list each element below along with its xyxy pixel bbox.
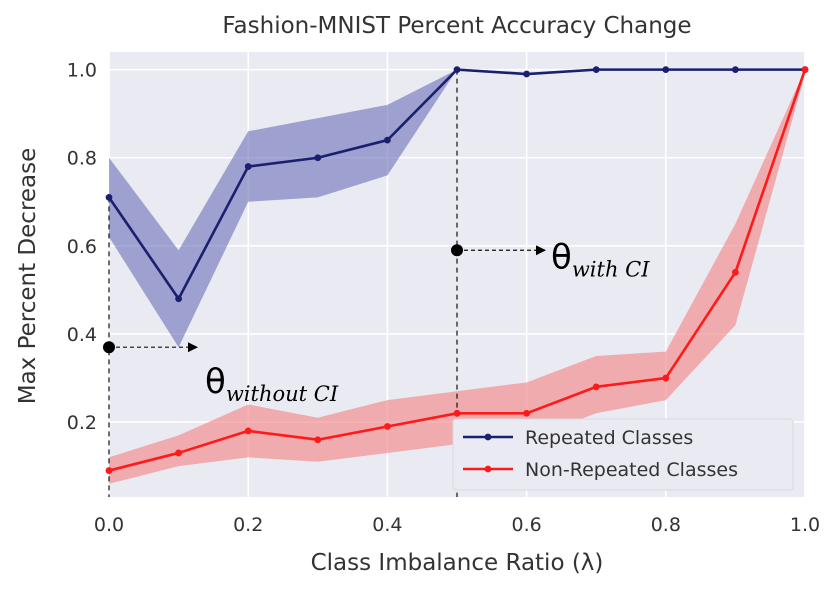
x-tick-label: 0.0 [94,514,124,536]
x-tick-label: 1.0 [790,514,820,536]
data-point [175,295,183,303]
y-axis-label: Max Percent Decrease [15,148,41,405]
data-point [453,66,461,74]
legend-box [452,418,794,491]
annotation-theta-with-ci: θwith CI [551,237,650,281]
y-tick-label: 0.8 [67,148,97,170]
data-point [244,427,252,435]
data-point [732,268,739,276]
x-tick-label: 0.6 [511,514,541,536]
x-axis-label: Class Imbalance Ratio (λ) [311,550,604,576]
data-point [105,467,113,474]
data-point [523,70,530,78]
data-point [453,409,461,417]
ci-band-non-repeated [109,69,805,484]
legend: Repeated Classes Non-Repeated Classes [452,418,794,491]
threshold-marker [103,341,115,354]
threshold-marker [451,244,463,257]
data-point [314,154,322,162]
data-point [662,66,670,74]
legend-label-repeated: Repeated Classes [525,427,693,449]
data-point [662,374,670,382]
y-tick-label: 0.4 [67,324,97,346]
data-point [314,436,322,444]
data-point [523,409,530,417]
y-tick-label: 0.6 [67,236,97,258]
data-point [175,449,183,457]
legend-marker [484,433,492,441]
ci-band-repeated [109,69,805,348]
data-point [732,66,739,74]
legend-label-non-repeated: Non-Repeated Classes [525,459,738,481]
data-point [592,66,600,74]
y-tick-label: 1.0 [67,60,97,82]
y-tick-label: 0.2 [67,412,97,434]
x-tick-label: 0.8 [651,514,681,536]
data-point [801,66,809,74]
legend-marker [484,465,492,473]
chart-title: Fashion-MNIST Percent Accuracy Change [222,13,691,39]
data-point [384,423,391,430]
annotation-theta-without-ci: θwithout CI [205,362,339,406]
data-point [105,193,113,201]
data-point [244,163,252,170]
x-tick-label: 0.4 [372,514,402,536]
x-tick-label: 0.2 [233,514,263,536]
data-point [384,136,391,144]
data-point [592,383,600,391]
